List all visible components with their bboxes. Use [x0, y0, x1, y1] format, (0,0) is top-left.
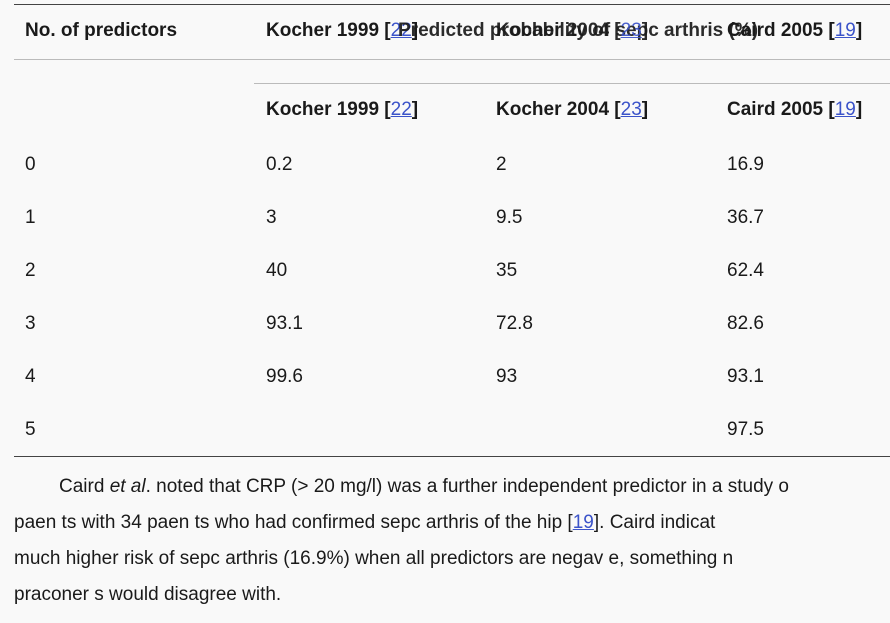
paragraph-line-2: paen ts with 34 paen ts who had confirme…	[14, 512, 716, 533]
table-bottom-rule	[14, 456, 890, 457]
table-cell-c2005: 97.5	[727, 419, 764, 440]
table-cell-k2004: 93	[496, 366, 518, 387]
table-cell-predictors: 3	[25, 313, 36, 334]
ref-link-23[interactable]: 23	[620, 99, 642, 120]
ref-link-23-top[interactable]: 23	[620, 20, 642, 41]
table-subheader-rule	[254, 83, 890, 84]
table-cell-k2004: 2	[496, 154, 507, 175]
paragraph-line-4: praconer s would disagree with.	[14, 584, 282, 605]
table-cell-predictors: 5	[25, 419, 36, 440]
paragraph-line-3: much higher risk of sepc arthris (16.9%)…	[14, 548, 734, 569]
table-cell-k2004: 72.8	[496, 313, 533, 334]
col-header-kocher-1999-top: Kocher 1999 [22]	[266, 20, 419, 41]
spanner-header: Predicted probability of sepc arthris (%…	[398, 20, 759, 41]
table-cell-c2005: 93.1	[727, 366, 764, 387]
col-header-predictors: No. of predictors	[25, 20, 178, 41]
col-header-caird-2005-top: Caird 2005 [19]	[727, 20, 863, 41]
table-cell-k1999: 40	[266, 260, 288, 281]
ref-link-19-text[interactable]: 19	[572, 512, 594, 533]
table-cell-c2005: 82.6	[727, 313, 764, 334]
ref-link-19-top[interactable]: 19	[834, 20, 856, 41]
table-cell-k1999: 0.2	[266, 154, 293, 175]
table-cell-k2004: 9.5	[496, 207, 523, 228]
table-cell-k2004: 35	[496, 260, 518, 281]
table-top-rule	[14, 4, 890, 5]
table-cell-predictors: 1	[25, 207, 36, 228]
col-header-caird-2005: Caird 2005 [19]	[727, 99, 863, 120]
col-header-kocher-2004-top: Kocher 2004 [23]	[496, 20, 649, 41]
table-cell-k1999: 3	[266, 207, 277, 228]
col-header-kocher-1999: Kocher 1999 [22]	[266, 99, 419, 120]
table-cell-c2005: 36.7	[727, 207, 764, 228]
ref-link-22-top[interactable]: 22	[390, 20, 412, 41]
col-header-kocher-2004: Kocher 2004 [23]	[496, 99, 649, 120]
ref-link-22[interactable]: 22	[390, 99, 412, 120]
table-cell-c2005: 62.4	[727, 260, 764, 281]
table-header-rule	[14, 59, 890, 60]
table-cell-predictors: 0	[25, 154, 36, 175]
table-cell-c2005: 16.9	[727, 154, 764, 175]
table-cell-k1999: 93.1	[266, 313, 303, 334]
table-cell-k1999: 99.6	[266, 366, 303, 387]
ref-link-19[interactable]: 19	[834, 99, 856, 120]
table-cell-predictors: 4	[25, 366, 36, 387]
paragraph-line-1: Caird et al. noted that CRP (> 20 mg/l) …	[59, 476, 789, 497]
table-cell-predictors: 2	[25, 260, 36, 281]
